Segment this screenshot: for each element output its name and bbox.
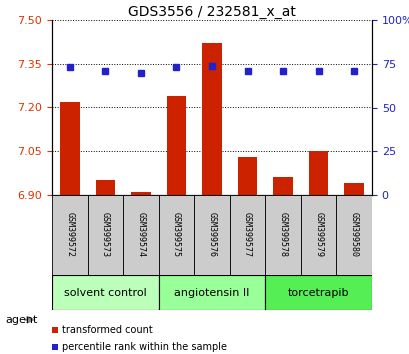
Text: GSM399572: GSM399572 xyxy=(65,212,74,257)
Bar xyxy=(95,181,115,195)
Bar xyxy=(273,177,292,195)
Text: GSM399577: GSM399577 xyxy=(243,212,252,257)
Text: GSM399573: GSM399573 xyxy=(101,212,110,257)
Bar xyxy=(52,275,158,310)
Bar xyxy=(166,96,186,195)
Text: GSM399574: GSM399574 xyxy=(136,212,145,257)
Title: GDS3556 / 232581_x_at: GDS3556 / 232581_x_at xyxy=(128,5,295,19)
Text: GSM399576: GSM399576 xyxy=(207,212,216,257)
Bar xyxy=(88,195,123,275)
Text: GSM399579: GSM399579 xyxy=(313,212,322,257)
Text: GSM399575: GSM399575 xyxy=(171,212,180,257)
Text: percentile rank within the sample: percentile rank within the sample xyxy=(62,342,227,352)
Bar xyxy=(52,195,88,275)
Bar xyxy=(336,195,371,275)
Bar xyxy=(300,195,336,275)
Bar xyxy=(265,275,371,310)
Text: torcetrapib: torcetrapib xyxy=(287,287,348,297)
Text: agent: agent xyxy=(5,315,37,325)
Bar xyxy=(158,195,194,275)
Text: GSM399580: GSM399580 xyxy=(349,212,358,257)
Bar xyxy=(202,43,221,195)
Bar xyxy=(52,327,58,333)
Text: transformed count: transformed count xyxy=(62,325,153,335)
Text: solvent control: solvent control xyxy=(64,287,146,297)
Bar xyxy=(194,195,229,275)
Bar xyxy=(265,195,300,275)
Bar xyxy=(52,344,58,350)
Bar xyxy=(229,195,265,275)
Bar xyxy=(158,275,265,310)
Bar xyxy=(237,157,257,195)
Bar xyxy=(344,183,363,195)
Bar xyxy=(60,102,79,195)
Bar xyxy=(308,151,328,195)
Text: angiotensin II: angiotensin II xyxy=(174,287,249,297)
Bar xyxy=(131,192,150,195)
Text: GSM399578: GSM399578 xyxy=(278,212,287,257)
Bar xyxy=(123,195,158,275)
